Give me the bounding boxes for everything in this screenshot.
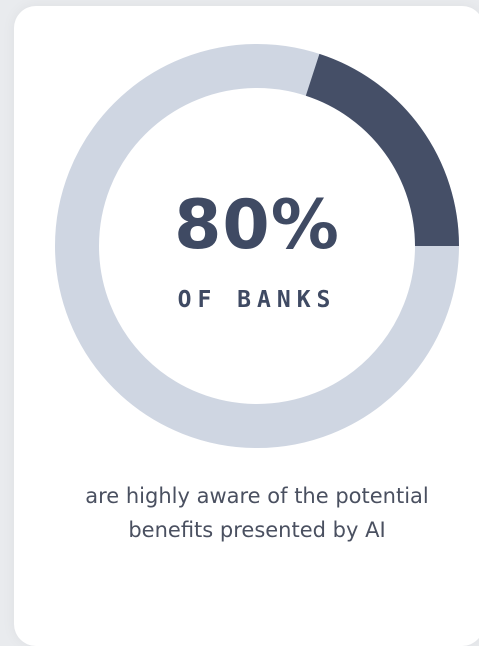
stat-value: 80% — [174, 186, 340, 265]
donut-highlight-segment — [305, 53, 459, 247]
stat-subject: OF BANKS — [177, 287, 337, 313]
stat-caption: are highly aware of the potential benefi… — [85, 484, 429, 542]
